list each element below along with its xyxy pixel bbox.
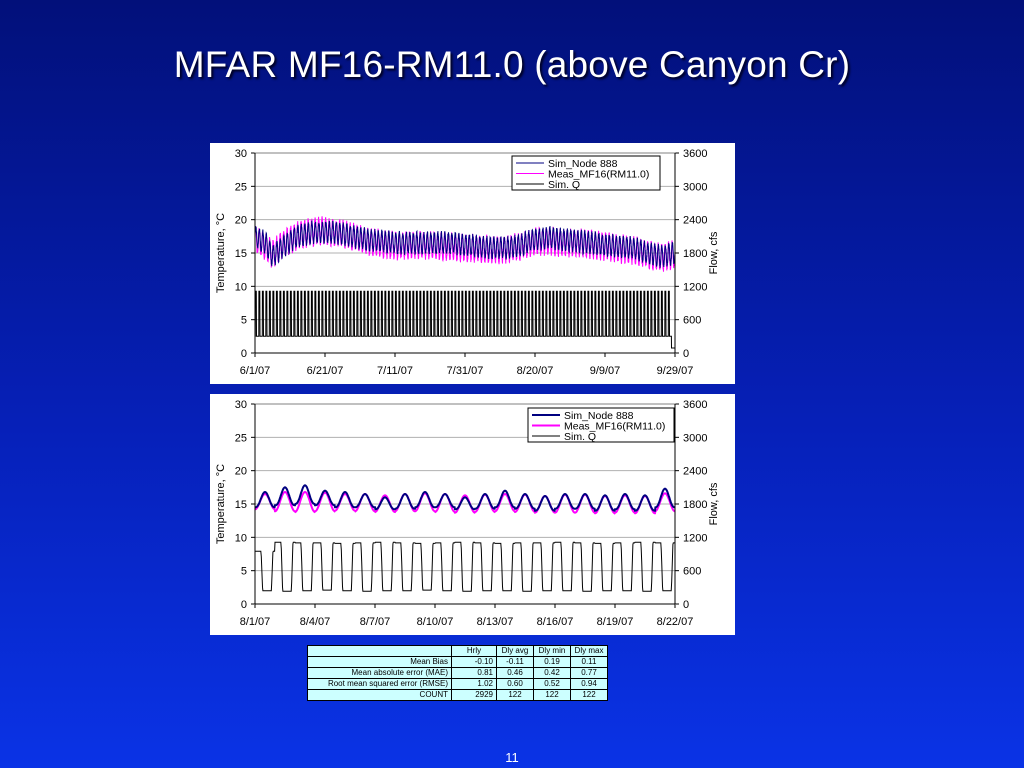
x-tick-label: 8/4/07 [300, 616, 331, 628]
y-tick-label: 25 [235, 181, 247, 193]
x-tick-label: 8/16/07 [537, 616, 574, 628]
y2-tick-label: 3000 [683, 432, 707, 444]
legend-label: Sim. Q [564, 431, 596, 443]
y-tick-label: 10 [235, 281, 247, 293]
stats-header-row: Hrly Dly avg Dly min Dly max [307, 645, 608, 657]
y2-axis-title: Flow, cfs [708, 231, 720, 274]
x-tick-label: 8/19/07 [597, 616, 634, 628]
stats-cell: 122 [570, 689, 608, 701]
y2-tick-label: 2400 [683, 215, 707, 227]
stats-header-cell: Hrly [451, 645, 497, 657]
y-tick-label: 15 [235, 248, 247, 260]
x-tick-label: 7/31/07 [447, 365, 484, 377]
stats-cell: 0.52 [533, 678, 571, 690]
y2-tick-label: 1200 [683, 532, 707, 544]
y-tick-label: 20 [235, 215, 247, 227]
x-tick-label: 7/11/07 [377, 365, 413, 377]
stats-cell: 0.60 [496, 678, 534, 690]
stats-row-label: Mean Bias [307, 656, 452, 668]
y-tick-label: 10 [235, 532, 247, 544]
y2-tick-label: 1200 [683, 281, 707, 293]
stats-cell: 1.02 [451, 678, 497, 690]
series-line-sim-q [255, 541, 675, 592]
stats-row-label: Root mean squared error (RMSE) [307, 678, 452, 690]
legend-label: Meas_MF16(RM11.0) [564, 421, 665, 433]
stats-cell: 0.42 [533, 667, 571, 679]
x-tick-label: 8/1/07 [240, 616, 271, 628]
slide-title: MFAR MF16-RM11.0 (above Canyon Cr) [173, 44, 851, 85]
stats-row: Root mean squared error (RMSE) 1.02 0.60… [307, 678, 608, 690]
x-tick-label: 8/10/07 [417, 616, 454, 628]
legend-label: Sim_Node 888 [548, 158, 618, 170]
page-number: 11 [505, 750, 519, 765]
stats-header-cell: Dly avg [496, 645, 534, 657]
y-tick-label: 15 [235, 499, 247, 511]
y-tick-label: 30 [235, 399, 247, 411]
x-tick-label: 8/22/07 [657, 616, 694, 628]
chart-full-season: 0 5 10 15 20 25 30 0 600 1200 1800 2400 3000 3600 6/1/… [210, 143, 735, 384]
series-line-sim-q [254, 290, 675, 349]
y2-tick-label: 2400 [683, 466, 707, 478]
series-line-sim-temp [254, 220, 676, 268]
stats-cell: 0.11 [570, 656, 608, 668]
stats-cell: 2929 [451, 689, 497, 701]
x-tick-label: 8/13/07 [477, 616, 514, 628]
stats-row-label: Mean absolute error (MAE) [307, 667, 452, 679]
x-tick-label: 8/20/07 [517, 365, 554, 377]
y-axis-title: Temperature, °C [215, 464, 227, 544]
stats-cell: 0.81 [451, 667, 497, 679]
y-tick-label: 20 [235, 466, 247, 478]
y2-tick-label: 1800 [683, 248, 707, 260]
y-axis-title: Temperature, °C [215, 213, 227, 293]
y2-tick-label: 3600 [683, 399, 707, 411]
stats-row: Mean Bias -0.10 -0.11 0.19 0.11 [307, 656, 608, 668]
stats-row: COUNT 2929 122 122 122 [307, 689, 608, 701]
stats-cell: -0.11 [496, 656, 534, 668]
y2-tick-label: 0 [683, 348, 689, 360]
stats-cell: 0.46 [496, 667, 534, 679]
y-tick-label: 0 [241, 599, 247, 611]
stats-cell: 122 [496, 689, 534, 701]
stats-cell: -0.10 [451, 656, 497, 668]
y2-tick-label: 3600 [683, 148, 707, 160]
legend-label: Sim_Node 888 [564, 410, 634, 422]
stats-header-cell [307, 645, 452, 657]
y-tick-label: 5 [241, 315, 247, 327]
y2-axis-title: Flow, cfs [708, 482, 720, 525]
x-tick-label: 8/7/07 [360, 616, 391, 628]
stats-header-cell: Dly max [570, 645, 608, 657]
y2-tick-label: 600 [683, 566, 701, 578]
y-tick-label: 25 [235, 432, 247, 444]
stats-cell: 122 [533, 689, 571, 701]
chart-full-season-svg: 0 5 10 15 20 25 30 0 600 1200 1800 2400 3000 3600 6/1/… [215, 148, 720, 377]
x-tick-label: 9/9/07 [590, 365, 621, 377]
stats-cell: 0.77 [570, 667, 608, 679]
legend-label: Sim. Q [548, 179, 580, 191]
y-tick-label: 0 [241, 348, 247, 360]
y-tick-label: 5 [241, 566, 247, 578]
chart-august-detail: 0 5 10 15 20 25 30 0 600 1200 1800 2400 3000 3600 8/1/… [210, 394, 735, 635]
stats-row: Mean absolute error (MAE) 0.81 0.46 0.42… [307, 667, 608, 679]
stats-row-label: COUNT [307, 689, 452, 701]
y2-tick-label: 1800 [683, 499, 707, 511]
series-line-sim-temp [255, 484, 675, 512]
y2-tick-label: 600 [683, 315, 701, 327]
stats-header-cell: Dly min [533, 645, 571, 657]
x-tick-label: 6/1/07 [240, 365, 271, 377]
legend-label: Meas_MF16(RM11.0) [548, 169, 649, 181]
y-tick-label: 30 [235, 148, 247, 160]
error-stats-table: Hrly Dly avg Dly min Dly max Mean Bias -… [307, 645, 608, 701]
y2-tick-label: 0 [683, 599, 689, 611]
chart-august-detail-svg: 0 5 10 15 20 25 30 0 600 1200 1800 2400 3000 3600 8/1/… [215, 399, 720, 628]
x-tick-label: 6/21/07 [307, 365, 344, 377]
stats-cell: 0.94 [570, 678, 608, 690]
x-tick-label: 9/29/07 [657, 365, 694, 377]
stats-cell: 0.19 [533, 656, 571, 668]
y2-tick-label: 3000 [683, 181, 707, 193]
